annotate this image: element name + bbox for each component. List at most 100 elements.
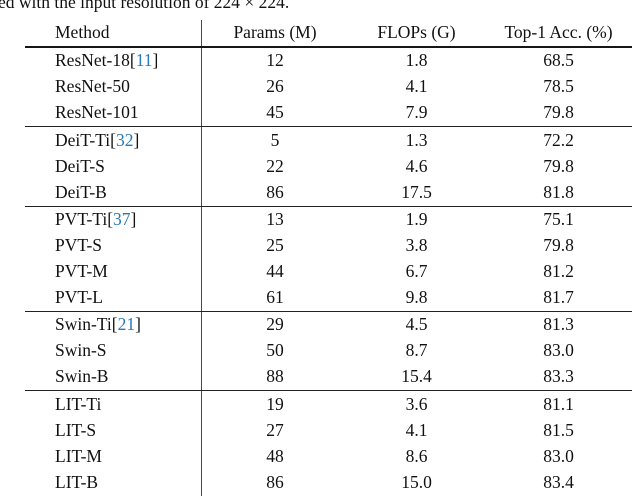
top1-acc-value: 79.8	[543, 102, 574, 123]
flops-value: 7.9	[405, 102, 428, 123]
method-cell: PVT-Ti [37]	[25, 206, 202, 233]
cite-bracket-open: [	[107, 208, 114, 229]
flops-value: 15.0	[401, 471, 432, 492]
method-cell: ResNet-18 [11]	[25, 48, 202, 75]
table-row: Swin-S 50 8.7 83.0	[25, 338, 632, 365]
method-name: DeiT-S	[55, 155, 105, 176]
params-value: 5	[270, 129, 280, 150]
column-header-method: Method	[25, 20, 202, 46]
flops-value: 8.6	[405, 445, 428, 466]
table-row: DeiT-Ti [32] 5 1.3 72.2	[25, 127, 632, 154]
table-row: PVT-L 61 9.8 81.7	[25, 284, 632, 311]
cite-bracket-open: [	[110, 129, 116, 150]
flops-value: 8.7	[405, 340, 428, 361]
method-cell: Swin-Ti [21]	[25, 311, 202, 339]
top1-acc-value: 81.1	[543, 393, 574, 414]
cite-bracket-open: [	[129, 50, 136, 71]
flops-value: 4.1	[405, 76, 428, 97]
table-row: ResNet-50 26 4.1 78.5	[25, 74, 632, 101]
table-row: ResNet-101 45 7.9 79.8	[25, 100, 632, 127]
table-body: ResNet-18 [11] 12 1.8 68.5 ResNet-50 26 4.1 78.…	[25, 48, 632, 496]
flops-value: 3.8	[405, 234, 428, 255]
params-value: 50	[266, 340, 284, 361]
method-name: LIT-S	[55, 419, 97, 440]
table-row: LIT-S 27 4.1 81.5	[25, 417, 632, 444]
method-name: DeiT-Ti	[55, 129, 111, 150]
params-value: 88	[266, 366, 284, 387]
flops-value: 9.8	[405, 287, 428, 308]
table-row: LIT-M 48 8.6 83.0	[25, 443, 632, 470]
params-value: 61	[266, 287, 284, 308]
top1-acc-value: 81.8	[543, 181, 574, 202]
method-name: Swin-S	[55, 340, 107, 361]
method-cell: LIT-S	[25, 417, 202, 444]
params-value: 48	[266, 445, 284, 466]
top1-acc-value: 68.5	[543, 50, 574, 71]
method-cell: LIT-M	[25, 443, 202, 470]
method-name: PVT-L	[55, 287, 103, 308]
table-group: ResNet-18 [11] 12 1.8 68.5 ResNet-50 26 4.1 78.…	[25, 48, 632, 127]
table-group: DeiT-Ti [32] 5 1.3 72.2 DeiT-S 22 4.6 79.8 DeiT-…	[25, 126, 632, 206]
cite-bracket-open: [	[111, 314, 118, 335]
method-name: ResNet-101	[55, 102, 139, 123]
method-cell: PVT-L	[25, 284, 202, 311]
method-name: LIT-Ti	[55, 393, 102, 414]
method-cell: ResNet-50	[25, 74, 202, 101]
method-cell: LIT-Ti	[25, 391, 202, 418]
method-cell: Swin-S	[25, 338, 202, 365]
method-name: Swin-B	[55, 366, 109, 387]
citation-link[interactable]: 32	[115, 129, 134, 150]
table-row: ResNet-18 [11] 12 1.8 68.5	[25, 48, 632, 75]
method-cell: DeiT-B	[25, 179, 202, 206]
citation-link[interactable]: 21	[117, 314, 136, 335]
top1-acc-value: 83.3	[543, 366, 574, 387]
top1-acc-value: 81.5	[543, 419, 574, 440]
table-row: LIT-Ti 19 3.6 81.1	[25, 391, 632, 418]
params-value: 45	[266, 102, 284, 123]
table-header-row: Method Params (M) FLOPs (G) Top-1 Acc. (…	[25, 20, 632, 48]
table-row: PVT-S 25 3.8 79.8	[25, 232, 632, 259]
method-name: PVT-Ti	[55, 208, 108, 229]
params-value: 44	[266, 261, 284, 282]
top1-acc-value: 81.3	[543, 314, 574, 335]
flops-value: 4.1	[405, 419, 428, 440]
top1-acc-value: 79.8	[543, 155, 574, 176]
params-value: 26	[266, 76, 284, 97]
table-group: LIT-Ti 19 3.6 81.1 LIT-S 27 4.1 81.5 LIT-M 48 8.6 8…	[25, 390, 632, 496]
method-name: PVT-M	[55, 261, 108, 282]
top1-acc-value: 79.8	[543, 234, 574, 255]
cite-bracket-close: ]	[130, 208, 137, 229]
citation-link[interactable]: 37	[113, 208, 131, 229]
citation-link[interactable]: 11	[135, 50, 153, 71]
method-name: LIT-B	[55, 471, 99, 492]
method-name: DeiT-B	[55, 181, 107, 202]
column-header-top1-acc: Top-1 Acc. (%)	[504, 22, 613, 43]
params-value: 86	[266, 471, 284, 492]
top1-acc-value: 81.7	[543, 287, 574, 308]
table-group: PVT-Ti [37] 13 1.9 75.1 PVT-S 25 3.8 79.8 PVT-M 4…	[25, 205, 632, 311]
method-name: ResNet-50	[55, 76, 130, 97]
caption-text-fragment: ed with the input resolution of 224 × 22…	[0, 0, 290, 12]
method-cell: PVT-M	[25, 258, 202, 285]
table-row: Swin-B 88 15.4 83.3	[25, 364, 632, 391]
params-value: 25	[266, 234, 284, 255]
table-row: LIT-B 86 15.0 83.4	[25, 469, 632, 496]
table-row: PVT-Ti [37] 13 1.9 75.1	[25, 206, 632, 233]
params-value: 19	[266, 393, 284, 414]
method-cell: LIT-B	[25, 469, 202, 496]
cite-bracket-close: ]	[152, 50, 159, 71]
flops-value: 6.7	[405, 261, 428, 282]
params-value: 12	[266, 50, 284, 71]
flops-value: 17.5	[401, 181, 432, 202]
method-name: LIT-M	[55, 445, 102, 466]
method-cell: DeiT-S	[25, 153, 202, 180]
results-table: Method Params (M) FLOPs (G) Top-1 Acc. (…	[25, 20, 632, 496]
table-row: PVT-M 44 6.7 81.2	[25, 258, 632, 285]
flops-value: 1.9	[405, 208, 428, 229]
table-row: Swin-Ti [21] 29 4.5 81.3	[25, 311, 632, 339]
method-cell: ResNet-101	[25, 100, 202, 127]
method-cell: DeiT-Ti [32]	[25, 127, 202, 154]
flops-value: 1.3	[405, 129, 428, 150]
params-value: 29	[266, 314, 284, 335]
params-value: 22	[266, 155, 284, 176]
